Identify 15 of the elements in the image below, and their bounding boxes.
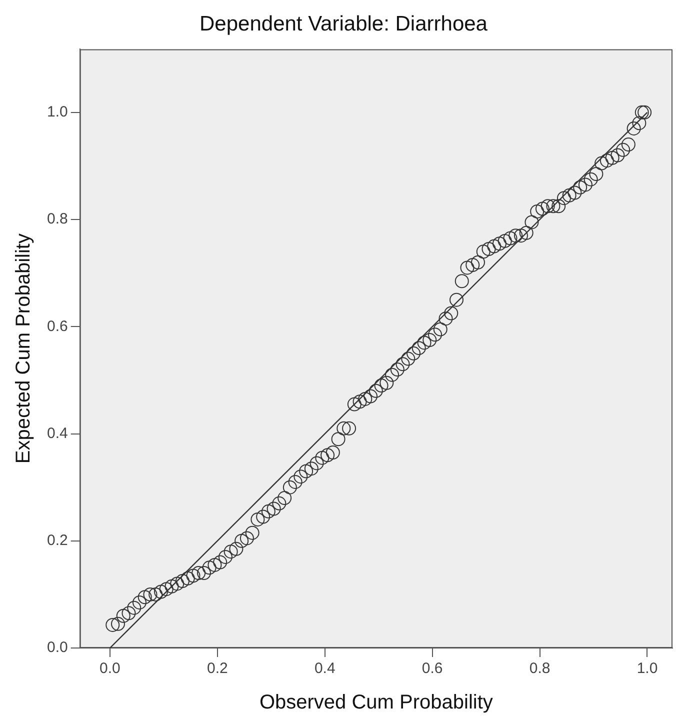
y-tick-label: 0.2 [46, 532, 68, 550]
x-tick-label: 0.0 [100, 660, 120, 678]
x-axis-title: Observed Cum Probability [259, 692, 493, 714]
y-tick-label: 0.8 [46, 210, 68, 228]
y-tick-label: 0.6 [46, 318, 68, 335]
y-tick-label: 1.0 [46, 104, 68, 121]
y-axis-title: Expected Cum Probability [12, 234, 35, 464]
x-tick-label: 0.4 [314, 660, 336, 678]
chart-title: Dependent Variable: Diarrhoea [200, 12, 488, 36]
x-tick-label: 0.6 [422, 660, 443, 678]
x-tick-label: 0.8 [529, 660, 550, 678]
y-tick-label: 0.4 [46, 424, 68, 442]
x-tick-label: 1.0 [636, 660, 658, 678]
x-tick-label: 0.2 [206, 660, 228, 678]
y-tick-label: 0.0 [46, 639, 68, 656]
